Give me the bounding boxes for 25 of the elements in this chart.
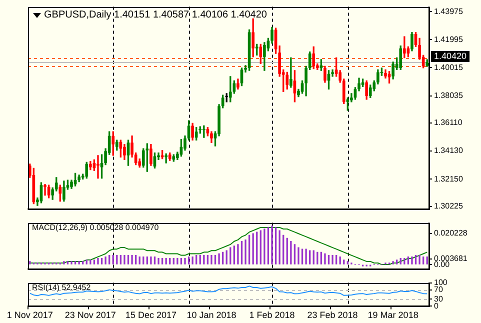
- x-tick-label: 23 Feb 2018: [307, 310, 358, 320]
- y-tick-label: 1.38035: [434, 90, 464, 100]
- x-tick-label: 19 Mar 2018: [368, 310, 418, 320]
- y-tick-label: 1.32150: [434, 174, 464, 184]
- x-tick-label: 1 Feb 2018: [249, 310, 295, 320]
- ref-line-label: 1.40420: [434, 50, 467, 61]
- y-tick-label: 1.40015: [434, 62, 464, 72]
- y-tick-label: 1.43975: [434, 6, 464, 16]
- x-tick-label: 23 Nov 2017: [64, 310, 116, 320]
- y-tick-label: 1.34130: [434, 146, 464, 156]
- x-tick-label: 10 Jan 2018: [186, 310, 236, 320]
- y-tick-label: 1.41995: [434, 34, 464, 44]
- y-tick-label: 30: [434, 294, 444, 304]
- x-tick-label: 15 Dec 2017: [125, 310, 176, 320]
- y-tick-label: 1.36110: [434, 118, 463, 128]
- y-tick-label: 0.00: [434, 260, 450, 269]
- y-tick-label: 0.020228: [434, 228, 468, 238]
- y-tick-label: 70: [434, 285, 444, 294]
- y-tick-label: 100: [434, 278, 448, 288]
- chart-title: GBPUSD,Daily 1.40151 1.40587 1.40106 1.40420: [44, 10, 268, 21]
- y-tick-label: 0: [434, 301, 439, 310]
- x-tick-label: 1 Nov 2017: [6, 310, 53, 320]
- chart-title: MACD(12,26,9) 0.005028 0.004970: [32, 223, 160, 232]
- chart-title: RSI(14) 52.9452: [32, 283, 92, 292]
- y-tick-label: 1.30225: [434, 202, 464, 210]
